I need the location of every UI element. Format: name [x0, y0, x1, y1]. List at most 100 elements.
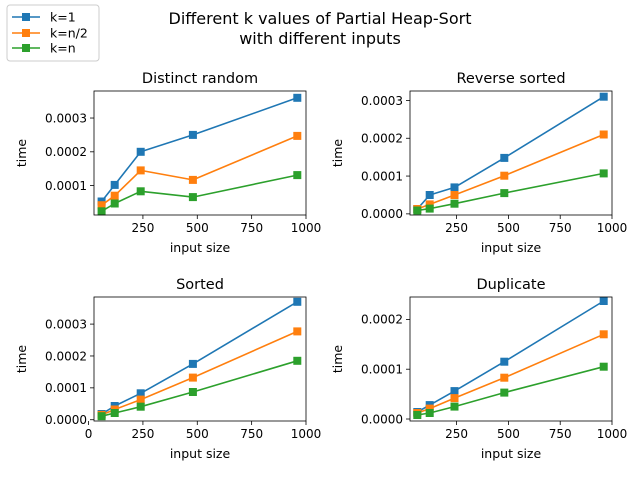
plot-area: [410, 297, 612, 421]
series-1-point: [188, 373, 197, 382]
x-tick-label: 750: [549, 427, 572, 441]
series-2-point: [450, 199, 459, 208]
legend-label-1: k=n/2: [50, 26, 88, 41]
legend-marker-0: [22, 13, 30, 21]
legend-entry-2: k=n: [12, 41, 76, 56]
series-1-point: [136, 395, 145, 404]
series-2-point: [500, 388, 509, 397]
panel-title: Duplicate: [476, 277, 545, 293]
series-1-point: [599, 130, 608, 139]
y-tick-label: 0.0001: [45, 179, 87, 193]
panel-1: Reverse sorted 250 500 750 1000 0.0000 0.0001 0…: [330, 71, 627, 255]
series-0-point: [425, 191, 434, 199]
plot-frame: [93, 90, 307, 216]
y-axis-label: time: [14, 345, 29, 374]
legend-label-2: k=n: [50, 41, 76, 56]
figure-title-line2: with different inputs: [239, 29, 401, 48]
series-0-point: [136, 147, 145, 156]
series-2-point: [293, 356, 302, 365]
x-tick-label: 1000: [597, 221, 628, 235]
x-tick-label: 250: [131, 221, 154, 235]
series-1-point: [136, 166, 145, 175]
series-0-point: [188, 359, 197, 368]
series-1-point: [425, 200, 434, 209]
y-tick-label: 0.0000: [361, 412, 403, 426]
series-0-point: [500, 357, 509, 366]
x-tick-label: 500: [497, 427, 520, 441]
series-2-point: [110, 199, 119, 208]
series-0-point: [293, 297, 302, 306]
x-tick-label: 250: [131, 427, 154, 441]
x-tick-label: 0: [85, 427, 93, 441]
y-tick-label: 0.0003: [361, 94, 403, 108]
series-0-point: [599, 297, 608, 305]
series-1-point: [293, 131, 302, 140]
x-tick-label: 750: [240, 221, 263, 235]
x-tick-label: 1000: [291, 427, 322, 441]
series-0-point: [136, 389, 145, 398]
legend-entry-1: k=n/2: [12, 26, 88, 41]
series-2-point: [110, 409, 119, 417]
panel-3: Duplicate 250 500 750 1000 0.0000 0.0001 0.0002…: [330, 277, 627, 461]
series-1-point: [500, 373, 509, 382]
series-0-point: [599, 92, 608, 101]
series-2-point: [97, 207, 106, 216]
series-2-point: [136, 402, 145, 411]
y-axis-label: time: [330, 345, 345, 374]
series-2-point: [599, 362, 608, 371]
plot-frame: [409, 296, 613, 422]
y-tick-label: 0.0000: [361, 207, 403, 221]
y-tick-label: 0.0002: [361, 132, 403, 146]
x-tick-label: 750: [549, 221, 572, 235]
series-0-point: [450, 183, 459, 192]
series-2-point: [188, 388, 197, 396]
series-2-point: [188, 193, 197, 202]
series-1-point: [97, 201, 106, 210]
series-0-point: [188, 130, 197, 139]
plot-area: [94, 91, 306, 215]
x-tick-label: 1000: [597, 427, 628, 441]
x-axis-label: input size: [481, 240, 542, 255]
series-1-point: [425, 404, 434, 413]
legend-label-0: k=1: [50, 10, 76, 25]
series-1-point: [293, 327, 302, 336]
legend: k=1 k=n/2 k=n: [6, 4, 100, 62]
y-tick-label: 0.0001: [45, 381, 87, 395]
x-tick-label: 250: [445, 427, 468, 441]
x-tick-label: 750: [240, 427, 263, 441]
x-tick-label: 500: [186, 427, 209, 441]
legend-entry-0: k=1: [12, 10, 76, 25]
series-2-point: [425, 409, 434, 417]
series-1-point: [188, 175, 197, 184]
plot-frame: [409, 90, 613, 216]
panel-title: Sorted: [176, 277, 224, 293]
y-tick-label: 0.0001: [361, 363, 403, 377]
panel-title: Reverse sorted: [456, 71, 565, 87]
y-tick-label: 0.0001: [361, 169, 403, 183]
y-tick-label: 0.0000: [45, 413, 87, 427]
figure-title-line1: Different k values of Partial Heap-Sort: [169, 9, 472, 28]
y-axis-label: time: [14, 139, 29, 168]
y-axis-label: time: [330, 139, 345, 168]
y-tick-label: 0.0003: [45, 317, 87, 331]
y-tick-label: 0.0002: [45, 145, 87, 159]
x-axis-label: input size: [170, 446, 231, 461]
series-2-point: [450, 402, 459, 411]
x-axis-label: input size: [170, 240, 231, 255]
panel-2: Sorted 0 250 500 750 1000 0.0000 0.0001 0.0002 0.…: [14, 277, 321, 461]
series-2-point: [413, 206, 422, 215]
plot-frame: [93, 296, 307, 422]
series-1-point: [110, 191, 119, 200]
series-2-point: [97, 412, 106, 421]
y-tick-label: 0.0003: [45, 111, 87, 125]
x-tick-label: 250: [445, 221, 468, 235]
series-2-point: [599, 169, 608, 178]
x-axis-label: input size: [481, 446, 542, 461]
series-2-point: [136, 187, 145, 196]
x-tick-label: 500: [497, 221, 520, 235]
legend-marker-1: [22, 29, 30, 37]
y-tick-label: 0.0002: [45, 349, 87, 363]
series-1-point: [500, 171, 509, 180]
series-1-point: [599, 330, 608, 339]
